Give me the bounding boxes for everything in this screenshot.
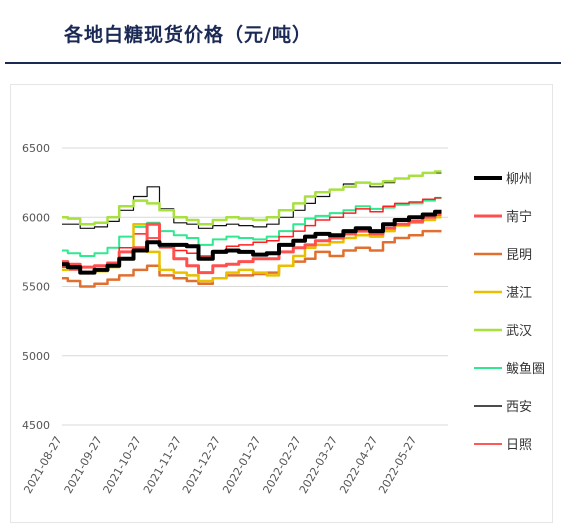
x-tick-label: 2022-01-27 [220, 434, 263, 496]
legend-label: 昆明 [506, 248, 532, 263]
series-line-4 [62, 170, 442, 226]
y-tick-label: 6000 [22, 211, 50, 224]
series-lines [62, 170, 442, 288]
series-line-5 [62, 196, 442, 257]
title-divider [5, 62, 561, 64]
legend-label: 日照 [506, 438, 532, 453]
y-tick-label: 5500 [22, 281, 50, 294]
y-axis-ticks: 4500 5000 5500 6000 6500 [22, 142, 50, 432]
y-tick-label: 4500 [22, 419, 50, 432]
series-line-2 [62, 229, 442, 288]
x-tick-label: 2021-08-27 [21, 434, 64, 496]
y-tick-label: 5000 [22, 350, 50, 363]
series-line-0 [62, 209, 442, 275]
page-title: 各地白糖现货价格（元/吨） [64, 24, 312, 46]
legend-label: 柳州 [506, 172, 532, 187]
legend-label: 西安 [506, 400, 532, 415]
x-tick-label: 2022-03-27 [297, 434, 340, 496]
legend-label: 鲅鱼圈 [506, 361, 545, 377]
x-tick-label: 2022-05-27 [376, 434, 419, 496]
x-tick-label: 2022-02-27 [261, 434, 304, 496]
legend-label: 湛江 [506, 286, 532, 301]
legend-label: 武汉 [506, 324, 532, 339]
legend-label: 南宁 [506, 209, 532, 225]
x-tick-label: 2021-10-27 [101, 434, 144, 496]
series-line-1 [62, 213, 442, 275]
series-line-6 [62, 172, 442, 229]
y-tick-label: 6500 [22, 142, 50, 155]
x-tick-label: 2021-12-27 [180, 434, 223, 496]
x-tick-label: 2021-09-27 [62, 434, 105, 496]
x-tick-label: 2022-04-27 [337, 434, 380, 496]
x-axis-ticks: 2021-08-272021-09-272021-10-272021-11-27… [21, 434, 419, 496]
gridlines [62, 147, 448, 426]
x-tick-label: 2021-11-27 [141, 434, 184, 496]
series-line-7 [62, 197, 442, 274]
